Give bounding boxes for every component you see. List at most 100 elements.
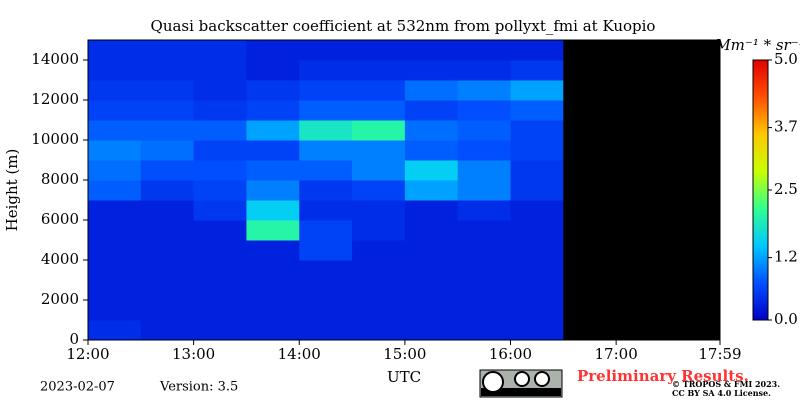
cell xyxy=(404,280,459,301)
cell xyxy=(510,100,564,121)
cell xyxy=(352,240,406,261)
cell xyxy=(299,280,353,301)
cell xyxy=(140,320,195,341)
date: 2023-02-07 xyxy=(40,380,115,395)
cell xyxy=(88,240,142,261)
cell xyxy=(140,140,195,161)
cell xyxy=(563,200,617,221)
cell xyxy=(668,140,721,161)
cell xyxy=(668,260,721,281)
cell xyxy=(193,180,247,201)
cell xyxy=(404,300,459,321)
cell xyxy=(457,80,512,101)
cell xyxy=(193,40,247,61)
cell xyxy=(404,120,459,141)
cell xyxy=(616,160,670,181)
cell xyxy=(510,60,564,81)
cell xyxy=(193,320,247,341)
cell xyxy=(193,300,247,321)
cell xyxy=(193,160,247,181)
cell xyxy=(616,280,670,301)
cc-badge xyxy=(479,369,563,398)
cell xyxy=(193,240,247,261)
y-tick-label: 4000 xyxy=(41,250,79,268)
cell xyxy=(616,80,670,101)
cell xyxy=(140,80,195,101)
cell xyxy=(299,300,353,321)
cell xyxy=(616,260,670,281)
colorbar: 0.0 1.2 2.5 3.7 5.0 xyxy=(752,50,798,328)
x-tick-label: 17:59 xyxy=(698,345,741,363)
cell xyxy=(88,100,142,121)
cell xyxy=(457,220,512,241)
cell xyxy=(616,300,670,321)
cell xyxy=(510,160,564,181)
cell xyxy=(510,240,564,261)
cell xyxy=(88,300,142,321)
cell xyxy=(88,320,142,341)
cell xyxy=(404,60,459,81)
x-tick-label: 14:00 xyxy=(278,345,321,363)
cell xyxy=(404,200,459,221)
cell xyxy=(299,200,353,221)
badge-by xyxy=(514,371,530,387)
y-tick-label: 10000 xyxy=(31,130,79,148)
cell xyxy=(246,260,300,281)
cell xyxy=(668,180,721,201)
colorbar-tick-label: 5.0 xyxy=(774,50,798,68)
cell xyxy=(352,280,406,301)
cell xyxy=(668,120,721,141)
cell xyxy=(140,100,195,121)
x-tick-label: 16:00 xyxy=(489,345,532,363)
cell xyxy=(246,300,300,321)
cell xyxy=(299,120,353,141)
cell xyxy=(193,280,247,301)
cell xyxy=(88,40,142,61)
cell xyxy=(352,60,406,81)
cell xyxy=(563,140,617,161)
cell xyxy=(616,200,670,221)
cell xyxy=(404,320,459,341)
cell xyxy=(404,40,459,61)
cell xyxy=(299,140,353,161)
cell xyxy=(404,180,459,201)
cell xyxy=(563,60,617,81)
cell xyxy=(352,160,406,181)
x-tick-label: 12:00 xyxy=(66,345,109,363)
heatmap xyxy=(88,40,721,341)
cell xyxy=(616,40,670,61)
cell xyxy=(352,80,406,101)
cell xyxy=(404,80,459,101)
cell xyxy=(510,80,564,101)
badge-strip xyxy=(481,388,561,396)
cell xyxy=(668,200,721,221)
cell xyxy=(193,200,247,221)
cell xyxy=(246,320,300,341)
cell xyxy=(563,220,617,241)
cell xyxy=(404,260,459,281)
y-tick-label: 8000 xyxy=(41,170,79,188)
cell xyxy=(352,180,406,201)
cell xyxy=(88,200,142,221)
y-tick-label: 2000 xyxy=(41,290,79,308)
cell xyxy=(352,300,406,321)
cell xyxy=(404,140,459,161)
cell xyxy=(616,100,670,121)
cell xyxy=(193,120,247,141)
cell xyxy=(563,320,617,341)
cell xyxy=(299,260,353,281)
cell xyxy=(193,100,247,121)
cell xyxy=(88,180,142,201)
cell xyxy=(299,160,353,181)
cell xyxy=(457,300,512,321)
cell xyxy=(246,40,300,61)
colorbar-tick-label: 3.7 xyxy=(774,118,798,136)
colorbar-tick-label: 2.5 xyxy=(774,180,798,198)
cell xyxy=(352,200,406,221)
chart-title: Quasi backscatter coefficient at 532nm f… xyxy=(151,17,656,35)
y-tick-label: 14000 xyxy=(31,50,79,68)
cell xyxy=(140,260,195,281)
x-tick-label: 13:00 xyxy=(172,345,215,363)
